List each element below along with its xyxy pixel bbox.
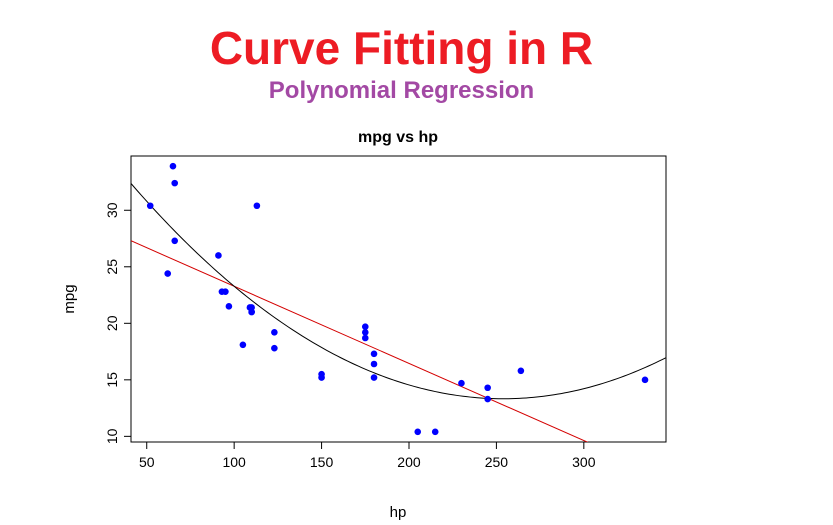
- data-point: [318, 374, 325, 381]
- page-subtitle: Polynomial Regression: [268, 77, 535, 104]
- x-tick-label: 150: [310, 454, 334, 470]
- y-axis-label: mpg: [61, 284, 78, 313]
- data-point: [171, 179, 179, 187]
- data-point: [171, 237, 179, 245]
- x-tick-label: 300: [572, 454, 596, 470]
- chart-title: mpg vs hp: [358, 129, 438, 146]
- polynomial-fit-curve: [131, 183, 666, 400]
- y-tick-label: 15: [104, 372, 120, 388]
- y-tick-label: 10: [104, 428, 120, 444]
- x-tick-label: 100: [222, 454, 246, 470]
- data-points: [146, 162, 649, 436]
- data-point: [361, 334, 369, 342]
- data-point: [253, 202, 261, 210]
- data-point: [370, 360, 378, 368]
- x-tick-label: 200: [397, 454, 421, 470]
- data-point: [370, 350, 378, 358]
- data-point: [370, 374, 378, 381]
- x-tick-label: 50: [139, 454, 155, 470]
- x-tick-label: 250: [485, 454, 509, 470]
- data-point: [431, 428, 439, 436]
- y-tick-label: 30: [104, 202, 120, 218]
- page-title: Curve Fitting in R: [209, 22, 594, 74]
- data-point: [169, 162, 177, 170]
- x-axis: 50 100 150 200 250 300: [139, 441, 596, 470]
- data-point: [458, 379, 465, 387]
- x-axis-label: hp: [390, 504, 407, 521]
- y-tick-label: 25: [104, 259, 120, 275]
- y-axis: 10 15 20 25 30: [104, 202, 132, 444]
- data-point: [146, 202, 154, 210]
- data-point: [361, 323, 369, 330]
- data-point: [246, 304, 254, 311]
- plot-frame: [130, 155, 667, 443]
- data-point: [225, 303, 233, 310]
- data-point: [517, 367, 525, 375]
- data-point: [271, 344, 278, 352]
- data-point: [164, 270, 172, 277]
- data-point: [239, 341, 247, 349]
- data-point: [414, 428, 422, 436]
- data-point: [484, 395, 491, 403]
- data-point: [271, 329, 278, 336]
- linear-fit-line: [131, 240, 589, 442]
- data-point: [484, 384, 491, 392]
- data-point: [215, 252, 222, 259]
- data-point: [641, 376, 649, 384]
- data-point: [222, 288, 229, 295]
- data-point: [361, 329, 369, 336]
- y-tick-label: 20: [104, 315, 120, 331]
